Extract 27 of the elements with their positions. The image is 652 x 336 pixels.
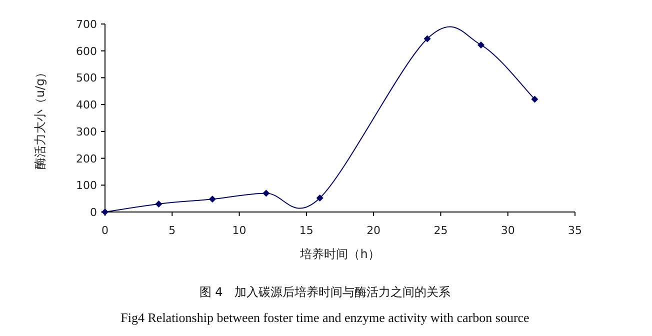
x-tick-label: 25 <box>434 224 448 237</box>
point <box>316 194 324 202</box>
point <box>262 190 270 197</box>
point <box>155 200 162 208</box>
x-tick-label: 15 <box>299 224 314 237</box>
y-tick-label: 100 <box>76 179 97 192</box>
caption: Fig4 Relationship between foster time and enzyme activity with carbon source <box>120 310 530 325</box>
point <box>424 35 431 42</box>
x-tick-label: 5 <box>168 224 176 237</box>
y-axis-title: 酶活力大小（u/g） <box>33 66 47 170</box>
x-tick-label: 30 <box>500 224 515 237</box>
y-tick-label: 300 <box>76 125 97 138</box>
x-axis-title: 培养时间（h） <box>299 247 380 261</box>
x-tick-label: 10 <box>232 224 246 237</box>
y-tick-label: 600 <box>76 44 97 58</box>
y-tick-label: 200 <box>76 152 97 166</box>
x-tick-label: 20 <box>366 224 381 237</box>
point <box>531 96 538 103</box>
point <box>208 196 216 203</box>
x-tick-label: 35 <box>568 224 582 237</box>
caption: 图 4 加入碳源后培养时间与酶活力之间的关系 <box>199 285 451 299</box>
point <box>478 41 484 48</box>
x-tick-label: 0 <box>102 224 108 237</box>
y-tick-label: 700 <box>76 18 97 31</box>
y-tick-label: 500 <box>76 72 97 85</box>
y-tick-label: 400 <box>76 98 97 112</box>
y-tick-label: 0 <box>90 206 97 219</box>
